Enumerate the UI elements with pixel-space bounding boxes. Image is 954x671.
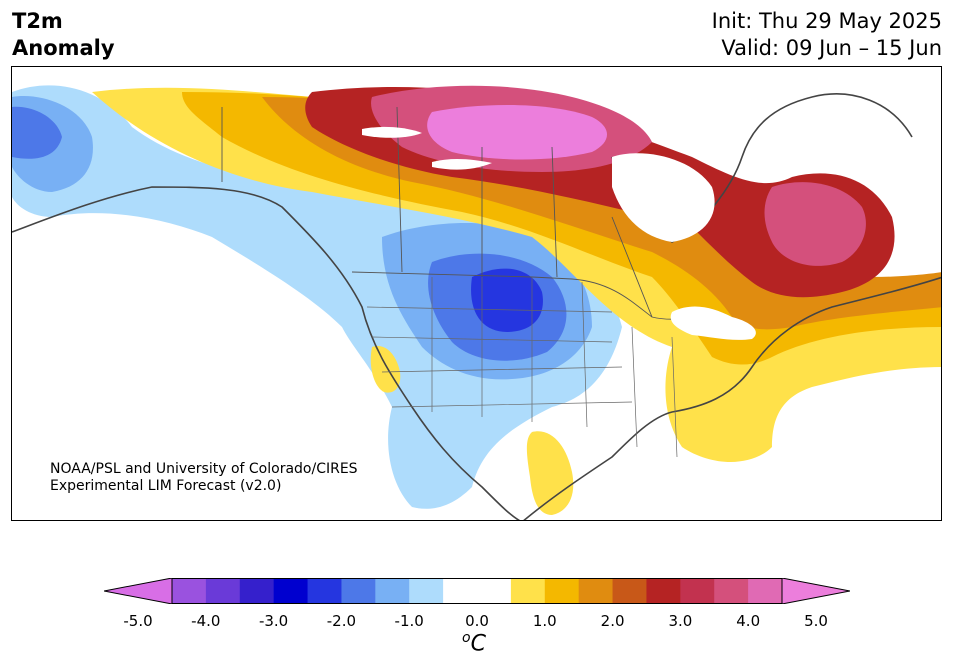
credit-line-2: Experimental LIM Forecast (v2.0) xyxy=(50,478,282,494)
province-borders xyxy=(221,106,653,318)
degree-symbol: o xyxy=(462,630,471,646)
colorbar-tick-label: -1.0 xyxy=(394,612,424,630)
anomaly-label: Anomaly xyxy=(12,36,115,60)
cold-anomaly-light xyxy=(12,85,622,509)
colorbar-cell xyxy=(680,578,715,604)
colorbar-cell xyxy=(510,578,546,604)
cold-anomaly-central-core xyxy=(471,268,543,332)
colorbar-cell xyxy=(646,578,681,604)
credit-text: NOAA/PSL and University of Colorado/CIRE… xyxy=(50,461,358,495)
colorbar-unit: oC xyxy=(462,630,486,656)
warm-anomaly-east-core xyxy=(764,182,866,266)
great-lakes xyxy=(670,306,756,340)
colorbar-low-arrow xyxy=(104,578,173,604)
map-canvas xyxy=(12,85,941,520)
colorbar-tick-label: -3.0 xyxy=(258,612,289,630)
map-title: T2m Anomaly xyxy=(12,8,115,62)
colorbar-tick-label: -2.0 xyxy=(326,612,357,630)
colorbar-cell xyxy=(205,578,241,604)
colorbar-cell xyxy=(748,578,783,604)
warm-anomaly-california xyxy=(370,346,401,393)
init-date: Init: Thu 29 May 2025 xyxy=(711,9,942,33)
valid-range: Valid: 09 Jun – 15 Jun xyxy=(721,36,942,60)
colorbar-cell xyxy=(714,578,749,604)
cold-anomaly-core-west xyxy=(12,106,62,159)
colorbar-tick-label: 3.0 xyxy=(668,612,693,630)
colorbar-tick-label: 0.0 xyxy=(465,612,489,630)
colorbar-tick-label: -4.0 xyxy=(191,612,221,630)
colorbar-tick-label: 4.0 xyxy=(736,612,761,630)
warm-anomaly-mexico xyxy=(526,431,574,515)
colorbar-tick-label: 2.0 xyxy=(600,612,625,630)
colorbar-tick-label: -5.0 xyxy=(123,612,153,630)
colorbar-cell xyxy=(341,578,376,604)
warm-anomaly-pink-core xyxy=(427,105,607,160)
colorbar-cell xyxy=(172,578,207,604)
great-bear-lake xyxy=(432,159,492,170)
colorbar-ticks: -5.0 -4.0 -3.0 -2.0 -1.0 0.0 1.0 2.0 3.0 4.0 5.0 xyxy=(0,612,954,632)
hudson-bay xyxy=(612,153,715,242)
great-slave-lake xyxy=(362,126,422,138)
colorbar-cell xyxy=(612,578,647,604)
colorbar xyxy=(104,578,850,604)
warm-anomaly-band xyxy=(92,87,941,462)
forecast-dates: Init: Thu 29 May 2025 Valid: 09 Jun – 15… xyxy=(712,8,942,62)
celsius-symbol: C xyxy=(470,631,486,657)
state-borders xyxy=(366,277,678,458)
variable-label: T2m xyxy=(12,9,63,33)
colorbar-high-arrow xyxy=(781,578,850,604)
colorbar-cell xyxy=(307,578,342,604)
colorbar-cell xyxy=(375,578,410,604)
credit-line-1: NOAA/PSL and University of Colorado/CIRE… xyxy=(50,461,358,477)
colorbar-cell xyxy=(544,578,580,604)
colorbar-cell xyxy=(578,578,614,604)
colorbar-cell xyxy=(273,578,309,604)
colorbar-cell xyxy=(443,578,478,604)
colorbar-tick-label: 5.0 xyxy=(804,612,828,630)
colorbar-frame xyxy=(171,578,783,604)
colorbar-tick-label: 1.0 xyxy=(532,612,557,630)
colorbar-cell xyxy=(409,578,444,604)
anomaly-map: NOAA/PSL and University of Colorado/CIRE… xyxy=(11,66,942,521)
colorbar-cell xyxy=(239,578,275,604)
colorbar-cell xyxy=(477,578,512,604)
